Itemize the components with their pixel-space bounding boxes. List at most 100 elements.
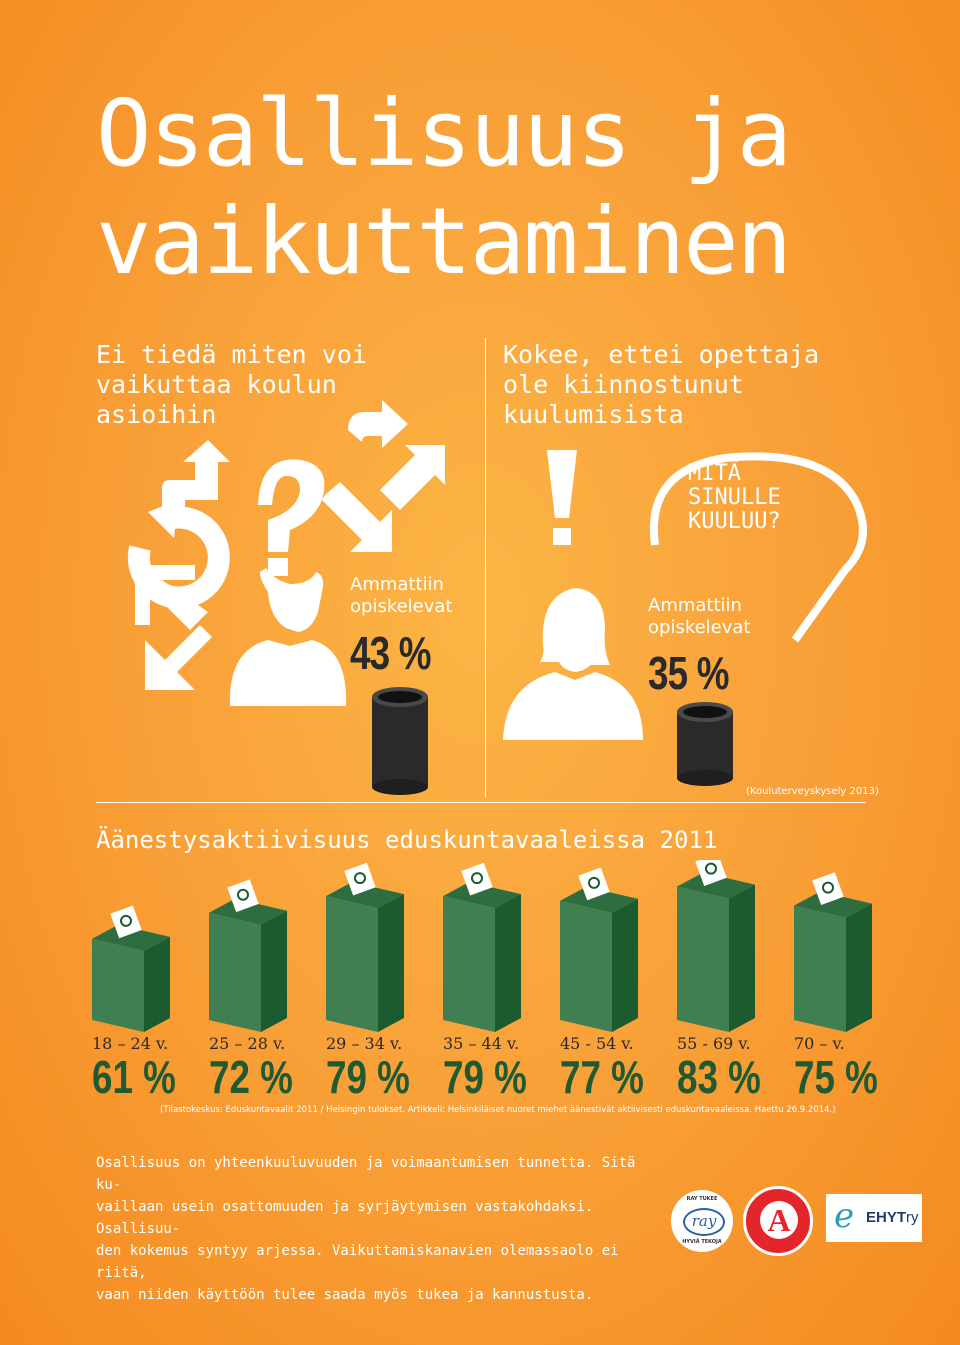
page-title: Osallisuus ja vaikuttaminen (96, 80, 792, 296)
cylinder-icon (372, 687, 428, 795)
age-label: 18 – 24 v. (92, 1034, 169, 1053)
left-caption: Ammattiin opiskelevat (350, 574, 453, 618)
ballot-box-icon (794, 872, 872, 1032)
survey-source: (Kouluterveyskysely 2013) (746, 786, 879, 797)
bubble-line: SINULLE (688, 485, 781, 510)
ballot-mark-icon (354, 872, 366, 885)
ehyt-logo: e EHYT ry (826, 1194, 922, 1242)
body-line: Osallisuus on yhteenkuuluvuuden ja voima… (96, 1155, 636, 1193)
right-heading-line: ole kiinnostunut (503, 370, 744, 399)
bubble-line: KUULUU? (688, 509, 781, 534)
age-percent: 72 % (209, 1051, 293, 1103)
chart-source: (Tilastokeskus: Eduskuntavaalit 2011 / H… (160, 1105, 836, 1115)
ehyt-text: EHYT (866, 1209, 907, 1226)
arrow-down-right-icon (322, 482, 392, 552)
ballot-box-side (378, 894, 404, 1032)
ballot-paper-icon (110, 905, 142, 939)
ray-logo-top: RAY TUKEE (686, 1196, 718, 1202)
right-heading: Kokee, ettei opettaja ole kiinnostunut k… (503, 340, 819, 430)
right-illustration (503, 450, 867, 740)
age-percent: 61 % (92, 1051, 176, 1103)
ballot-mark-icon (705, 862, 717, 875)
ballot-mark-icon (822, 881, 834, 894)
ballot-box-icon (326, 862, 404, 1032)
age-percent: 77 % (560, 1051, 644, 1103)
arrow-down-left-icon (135, 565, 212, 690)
right-heading-line: Kokee, ettei opettaja (503, 340, 820, 369)
ballot-box-top (560, 886, 638, 913)
ballot-paper-icon (227, 879, 259, 913)
ballot-box-icon (677, 860, 755, 1032)
ballot-paper-icon (812, 872, 844, 905)
ballot-box-side (261, 910, 287, 1032)
ballot-box-side (144, 936, 170, 1032)
ray-logo-bottom: HYVIÄ TEKOJA (682, 1239, 722, 1245)
ballot-box-side (612, 898, 638, 1032)
ballot-box-icon (92, 905, 170, 1032)
left-caption-line: Ammattiin (350, 574, 444, 595)
section-title: Äänestysaktiivisuus eduskuntavaaleissa 2… (96, 826, 718, 854)
bubble-line: MITÄ (688, 461, 741, 486)
arrow-up-right-icon (380, 445, 445, 510)
ray-logo-center: ray (683, 1208, 725, 1236)
ballot-box-top (209, 898, 287, 925)
cylinder-icon (677, 702, 733, 786)
bent-arrow-up-icon (162, 440, 230, 518)
right-caption-line: opiskelevat (648, 617, 751, 638)
age-percent: 83 % (677, 1051, 761, 1103)
ballot-box-side (729, 884, 755, 1032)
ballot-box-top (443, 882, 521, 909)
question-mark-icon (258, 459, 325, 576)
age-percent: 79 % (326, 1051, 410, 1103)
ballot-paper-icon (578, 867, 610, 901)
ballot-box-icon (443, 862, 521, 1032)
male-silhouette-icon (229, 568, 347, 706)
title-line-2: vaikuttaminen (96, 188, 792, 295)
age-label: 29 – 34 v. (326, 1034, 403, 1053)
ehyt-mark-icon: e (834, 1196, 855, 1236)
age-percent: 79 % (443, 1051, 527, 1103)
ballot-box-top (794, 891, 872, 918)
body-line: vaan niiden käyttöön tulee saada myös tu… (96, 1287, 594, 1303)
ballot-paper-icon (695, 860, 727, 886)
ballot-box-front (209, 912, 261, 1032)
ballot-box-front (677, 886, 729, 1032)
right-percent: 35 % (648, 647, 729, 699)
left-heading-line: asioihin (96, 400, 217, 429)
ballot-box-front (560, 900, 612, 1032)
left-percent: 43 % (350, 627, 431, 679)
ballot-box-icon (560, 867, 638, 1032)
ballot-paper-icon (461, 862, 493, 896)
ballot-mark-icon (237, 888, 249, 901)
ballot-box-top (677, 872, 755, 899)
ray-logo: RAY TUKEE ray HYVIÄ TEKOJA (671, 1190, 733, 1252)
ballot-box-top (92, 924, 170, 951)
left-heading: Ei tiedä miten voi vaikuttaa koulun asio… (96, 340, 367, 430)
ballot-box-chart (92, 860, 872, 1032)
speech-bubble-text: MITÄ SINULLE KUULUU? (688, 462, 781, 534)
age-label: 45 - 54 v. (560, 1034, 634, 1053)
ballot-box-side (846, 903, 872, 1032)
left-caption-line: opiskelevat (350, 596, 453, 617)
ballot-mark-icon (471, 872, 483, 885)
horizontal-divider (96, 802, 866, 803)
age-label: 35 – 44 v. (443, 1034, 520, 1053)
age-label: 25 – 28 v. (209, 1034, 286, 1053)
ballot-mark-icon (588, 876, 600, 889)
right-caption-line: Ammattiin (648, 595, 742, 616)
ammattiopiskelijat-logo: A (743, 1186, 813, 1256)
ballot-paper-icon (344, 862, 376, 896)
age-label: 70 – v. (794, 1034, 845, 1053)
exclamation-icon (547, 450, 577, 545)
body-line: den kokemus syntyy arjessa. Vaikuttamisk… (96, 1243, 619, 1281)
ballot-box-top (326, 882, 404, 909)
right-heading-line: kuulumisista (503, 400, 684, 429)
age-label: 55 - 69 v. (677, 1034, 751, 1053)
age-percent: 75 % (794, 1051, 878, 1103)
arrows-illustration (127, 400, 445, 706)
ballot-box-front (326, 896, 378, 1032)
ballot-box-icon (209, 879, 287, 1032)
vertical-divider (485, 338, 486, 798)
bent-arrow-right-icon (348, 400, 408, 448)
ballot-box-front (443, 896, 495, 1032)
